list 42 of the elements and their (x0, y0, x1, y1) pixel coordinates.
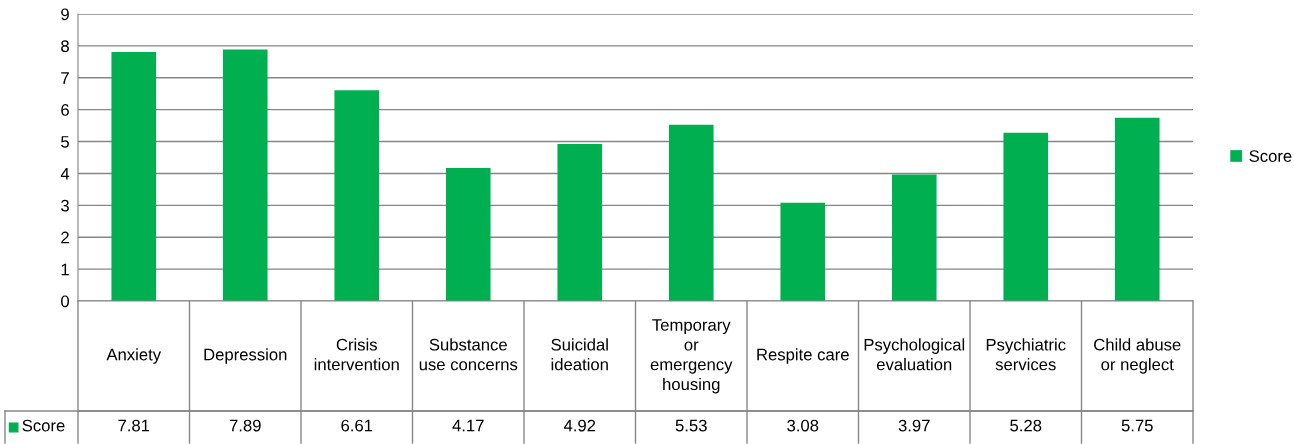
y-tick-label: 0 (61, 295, 70, 308)
data-label: 7.89 (229, 419, 261, 432)
x-tick-label: Depression (204, 348, 287, 364)
bar (445, 168, 491, 301)
x-tick-label: Child abuse or neglect (1094, 338, 1181, 374)
bar (557, 144, 603, 301)
bar (1003, 132, 1049, 301)
data-label: 6.61 (341, 419, 373, 432)
data-label: 4.92 (563, 419, 596, 432)
x-tick-label: Suicidal ideation (551, 338, 608, 371)
data-label: 5.28 (1010, 419, 1042, 432)
x-tick-label: Psychological evaluation (864, 338, 965, 371)
bar (111, 51, 157, 301)
bar (222, 49, 268, 301)
x-tick-label: Psychiatric services (986, 338, 1066, 371)
data-label: 3.97 (898, 419, 930, 432)
y-tick-label: 6 (61, 104, 69, 116)
bar (780, 202, 826, 301)
x-tick-label: Respite care (757, 348, 849, 364)
x-tick-label: Substance use concerns (419, 338, 518, 371)
data-label: 5.75 (1121, 419, 1153, 432)
x-tick-label: Temporary or emergency housing (650, 319, 733, 394)
data-label: 7.81 (118, 419, 150, 432)
text: Score (22, 419, 65, 432)
y-tick-label: 9 (61, 8, 69, 21)
bar (668, 124, 714, 301)
bar (334, 90, 380, 301)
x-tick-label: Anxiety (106, 348, 162, 364)
y-tick-label: 4 (60, 168, 70, 180)
bar (891, 174, 937, 301)
legend-label: Score (1249, 150, 1292, 162)
y-tick-label: 2 (61, 231, 69, 244)
data-label: 5.53 (675, 419, 707, 432)
data-label: 3.08 (787, 419, 819, 432)
y-tick-label: 7 (61, 72, 69, 84)
y-tick-label: 3 (61, 199, 69, 212)
y-tick-label: 1 (61, 263, 69, 276)
data-label: 4.17 (452, 419, 484, 432)
x-tick-label: Crisis intervention (314, 338, 399, 371)
y-tick-label: 8 (61, 40, 69, 53)
bar (1114, 117, 1160, 301)
y-tick-label: 5 (61, 136, 69, 148)
